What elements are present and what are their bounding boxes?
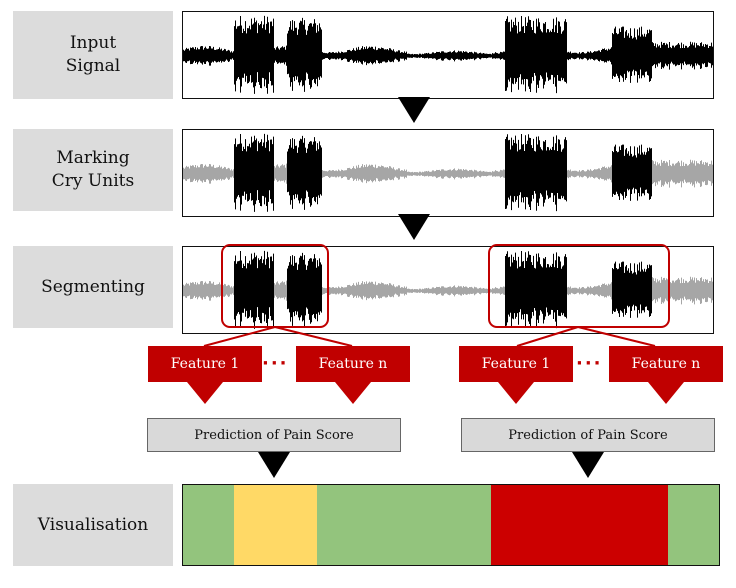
flow-arrow-down: [398, 97, 430, 123]
segmented-waveform: [182, 246, 714, 334]
feature-1-right: Feature 1: [459, 346, 573, 382]
flow-arrow-down: [572, 452, 604, 478]
feature-1-left: Feature 1: [148, 346, 262, 382]
pain-segment-medium: [233, 485, 317, 565]
stage-label-line: Input: [69, 33, 117, 54]
stage-label-marking: Marking Cry Units: [13, 129, 173, 211]
stage-label-visualisation: Visualisation: [13, 484, 173, 566]
feature-n-right: Feature n: [609, 346, 723, 382]
stage-label-input: Input Signal: [13, 11, 173, 99]
marked-cry-units-waveform: [182, 129, 714, 217]
prediction-box-right: Prediction of Pain Score: [461, 418, 715, 452]
pain-segment-low: [183, 485, 234, 565]
pain-score-visualisation-bar: [182, 484, 720, 566]
prediction-box-left: Prediction of Pain Score: [147, 418, 401, 452]
pain-segment-low: [668, 485, 719, 565]
feature-ellipsis-right: ···: [576, 353, 603, 374]
flow-arrow-down: [398, 214, 430, 240]
stage-label-segmenting: Segmenting: [13, 246, 173, 328]
stage-label-line: Cry Units: [51, 171, 135, 191]
flow-arrow-down: [258, 452, 290, 478]
input-signal-waveform: [182, 11, 714, 99]
pain-segment-high: [491, 485, 669, 565]
stage-label-line: Marking: [56, 148, 130, 169]
pain-segment-low: [316, 485, 492, 565]
stage-label-line: Visualisation: [37, 514, 149, 535]
feature-n-left: Feature n: [296, 346, 410, 382]
stage-label-line: Signal: [65, 56, 121, 76]
stage-label-line: Segmenting: [41, 276, 145, 297]
feature-ellipsis-left: ···: [262, 353, 289, 374]
